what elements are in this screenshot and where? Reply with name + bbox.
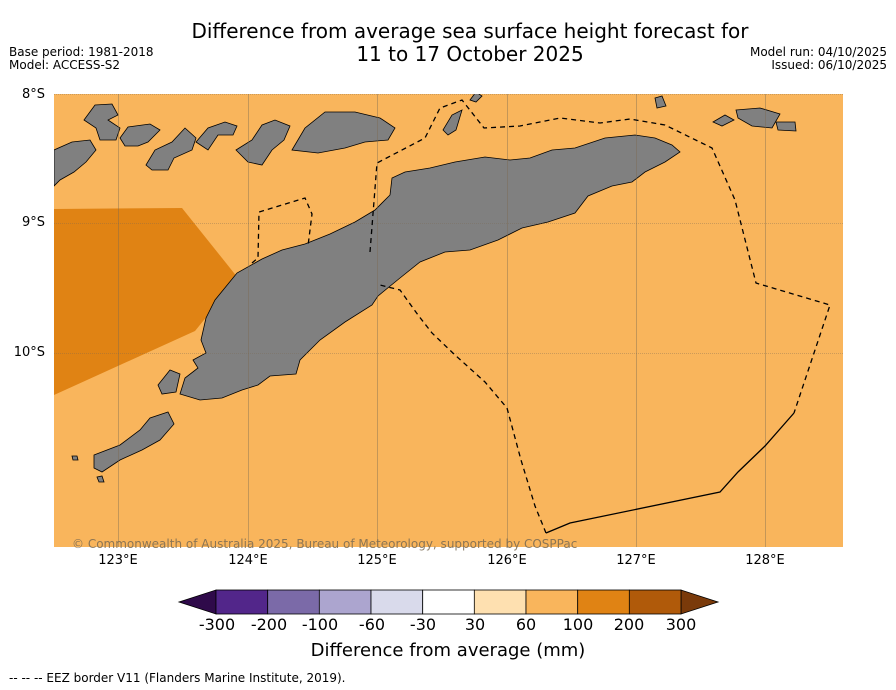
- lon-label-127e: 127°E: [616, 553, 656, 568]
- moa-island: [712, 114, 735, 127]
- model-name: Model: ACCESS-S2: [9, 58, 121, 72]
- cbar-tick-60: 60: [515, 615, 537, 634]
- colorbar-title: Difference from average (mm): [310, 640, 586, 661]
- timor-island: [179, 134, 681, 401]
- colorbar-segment: [525, 589, 579, 615]
- lon-label-124e: 124°E: [228, 553, 268, 568]
- ndao-islet: [96, 475, 105, 483]
- cbar-tick-minus-200: -200: [250, 615, 288, 634]
- eez-borders: [251, 99, 831, 534]
- colorbar-segment: [370, 589, 424, 615]
- lakor-island: [735, 107, 781, 129]
- meta-right: Model run: 04/10/2025 Issued: 06/10/2025: [750, 46, 887, 72]
- lembata-island: [119, 123, 161, 147]
- rote-island: [93, 411, 175, 473]
- colorbar-segment: [422, 589, 475, 615]
- base-period: Base period: 1981-2018: [9, 45, 154, 59]
- lon-label-126e: 126°E: [487, 553, 527, 568]
- map-title: Difference from average sea surface heig…: [0, 20, 896, 66]
- meta-left: Base period: 1981-2018 Model: ACCESS-S2: [9, 46, 154, 72]
- sermata-island: [775, 121, 797, 132]
- copyright-notice: © Commonwealth of Australia 2025, Bureau…: [72, 537, 578, 551]
- romang-island: [442, 109, 463, 136]
- colorbar-segment: [628, 589, 682, 615]
- cbar-tick-100: 100: [562, 615, 594, 634]
- pantar-island: [145, 127, 197, 171]
- semau-island: [157, 369, 181, 395]
- lat-label-8s: 8°S: [21, 87, 45, 102]
- lon-label-125e: 125°E: [357, 553, 397, 568]
- lon-label-123e: 123°E: [98, 553, 138, 568]
- eez-legend-note: -- -- -- EEZ border V11 (Flanders Marine…: [9, 671, 346, 685]
- cbar-tick-300: 300: [665, 615, 697, 634]
- colorbar-segment: [215, 589, 269, 615]
- colorbar-segment: [318, 589, 372, 615]
- issued-date: Issued: 06/10/2025: [771, 58, 887, 72]
- cbar-tick-minus-100: -100: [301, 615, 339, 634]
- colorbar-segment: [577, 589, 630, 615]
- atauro-island: [235, 119, 291, 166]
- colorbar-segment: [267, 589, 320, 615]
- flores-island: [54, 139, 97, 187]
- eez-border-timor-north: [369, 99, 831, 414]
- lon-label-128e: 128°E: [745, 553, 785, 568]
- colorbar-segments: [215, 589, 682, 615]
- cbar-tick-minus-300: -300: [198, 615, 236, 634]
- title-line-1: Difference from average sea surface heig…: [191, 19, 749, 43]
- ocean-anomaly-100-200: [54, 208, 238, 395]
- cbar-tick-minus-60: -60: [358, 615, 386, 634]
- wetar-island: [291, 111, 396, 154]
- adonara-island: [83, 103, 121, 141]
- title-line-2: 11 to 17 October 2025: [356, 42, 584, 66]
- colorbar-arrow-low: [177, 589, 217, 615]
- map-plot-area: [54, 94, 843, 547]
- eez-border-solid: [545, 412, 795, 534]
- cbar-tick-30: 30: [464, 615, 486, 634]
- alor-island: [195, 121, 238, 151]
- colorbar-segment: [473, 589, 527, 615]
- cbar-tick-200: 200: [613, 615, 645, 634]
- graticule: [54, 94, 843, 547]
- model-run: Model run: 04/10/2025: [749, 45, 887, 59]
- colorbar-arrow-high: [680, 589, 720, 615]
- lat-label-9s: 9°S: [21, 215, 45, 230]
- lat-label-10s: 10°S: [13, 345, 45, 360]
- leti-island: [654, 95, 667, 109]
- ndana-islet: [71, 455, 79, 461]
- cbar-tick-minus-30: -30: [409, 615, 437, 634]
- colorbar: [177, 589, 720, 615]
